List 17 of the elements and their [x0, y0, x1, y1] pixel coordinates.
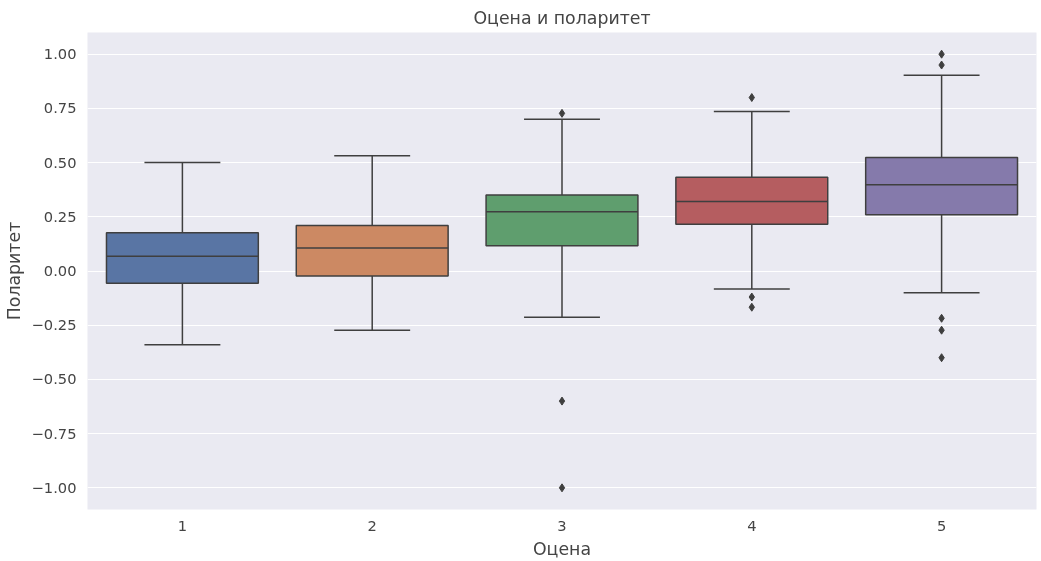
- x-tick-label: 4: [747, 516, 757, 534]
- y-axis-title: Поларитет: [3, 221, 24, 321]
- y-tick-label: −0.75: [31, 424, 77, 442]
- y-tick-label: 0.00: [43, 262, 77, 279]
- y-tick-label: −0.25: [31, 316, 77, 334]
- y-tick-label: 0.75: [43, 99, 77, 117]
- y-tick-label: −1.00: [31, 478, 77, 496]
- x-tick-label: 2: [367, 516, 377, 534]
- chart-title: Оцена и поларитет: [473, 7, 651, 28]
- y-tick-label: 0.50: [43, 153, 77, 171]
- x-tick-label: 3: [557, 516, 567, 534]
- x-tick-label: 5: [936, 516, 947, 534]
- x-axis-title: Оцена: [532, 538, 592, 559]
- y-tick-label: 0.25: [43, 207, 77, 225]
- x-tick-label: 1: [177, 516, 188, 534]
- y-tick-label: 1.00: [43, 45, 77, 63]
- y-tick-label: −0.50: [31, 370, 77, 388]
